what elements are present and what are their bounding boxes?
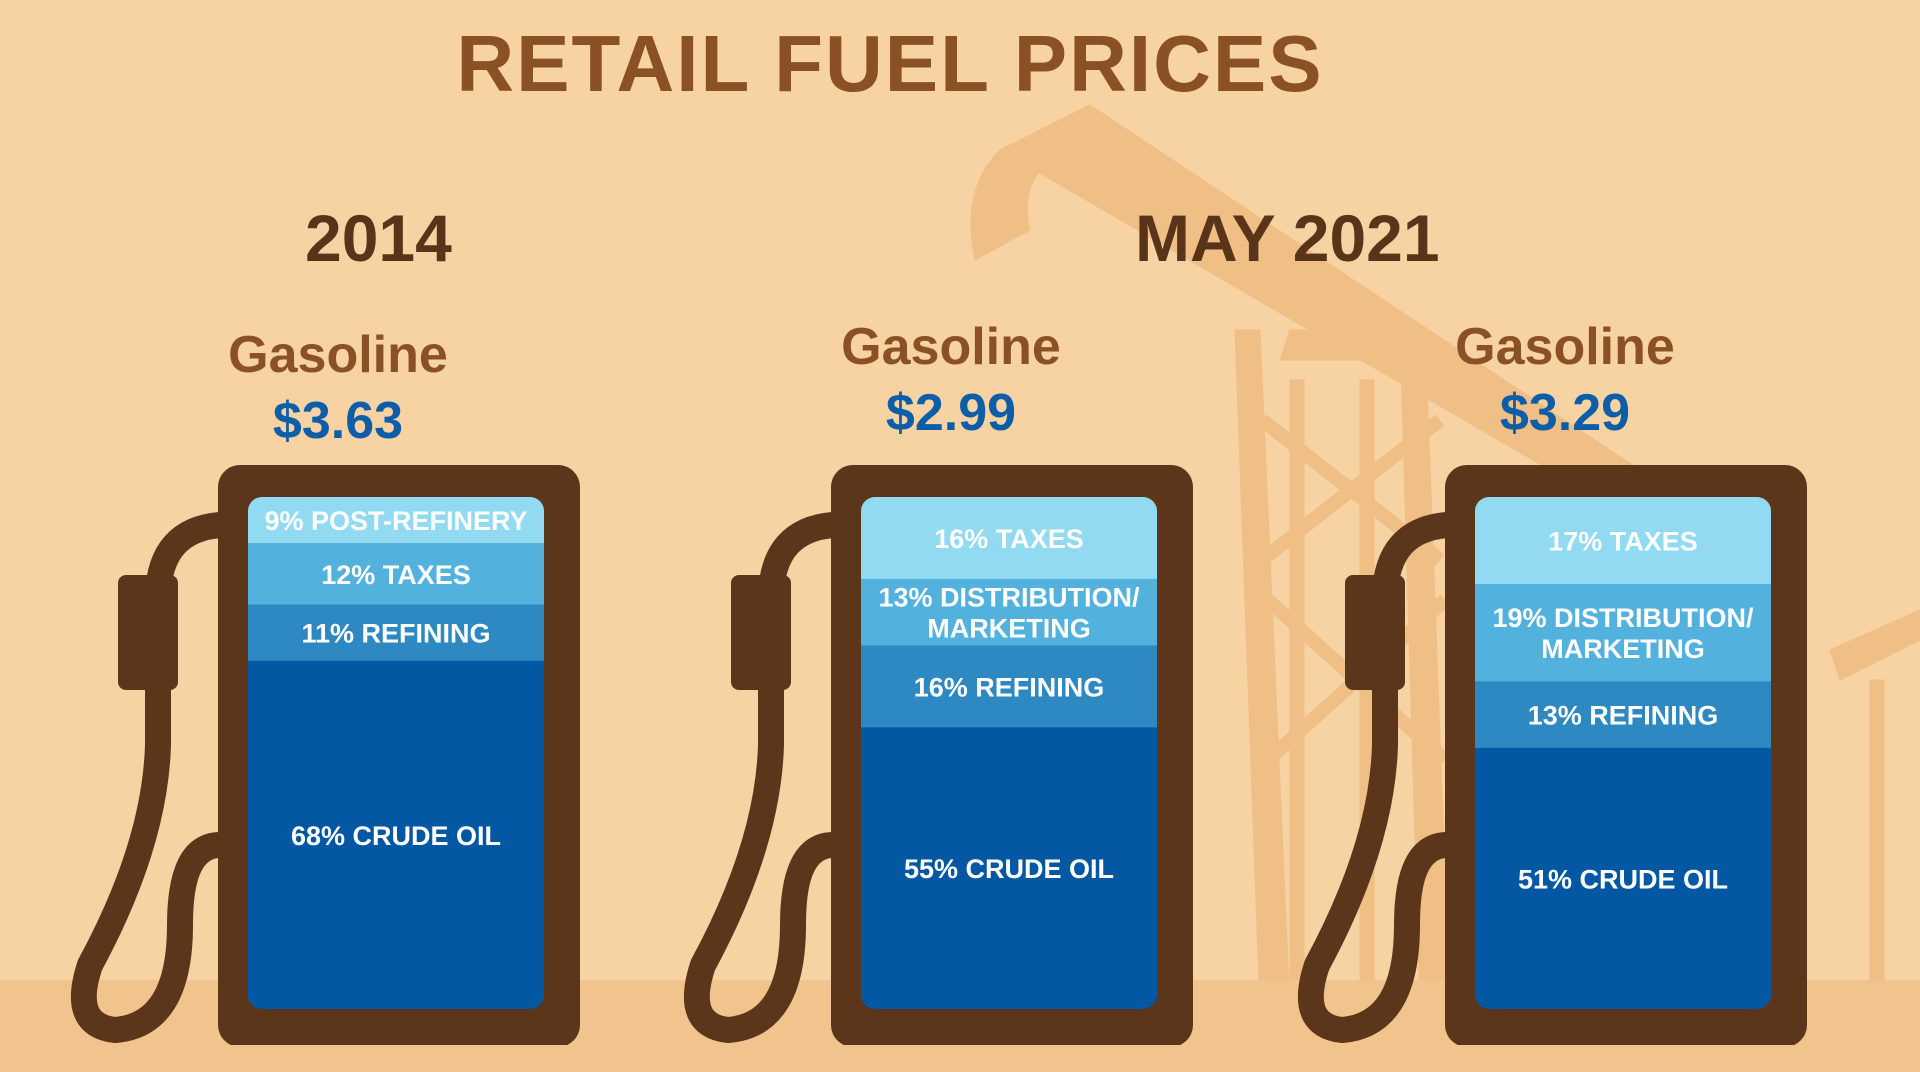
pump-nozzle	[118, 575, 178, 690]
segment-label: 13% REFINING	[1528, 701, 1719, 731]
period-label-2014: 2014	[305, 200, 452, 276]
fuel-pump-chart-1: 9% POST-REFINERY 12% TAXES 11% REFINING 68%…	[30, 325, 590, 1045]
fuel-pump-chart-2: 16% TAXES 13% DISTRIBUTION/MARKETING 16% R…	[643, 325, 1203, 1045]
segment-label: 17% TAXES	[1548, 527, 1698, 557]
fuel-type-label: Gasoline	[158, 325, 518, 385]
segment-label: 51% CRUDE OIL	[1518, 864, 1728, 894]
segment-label: 55% CRUDE OIL	[904, 854, 1114, 884]
segment-label: 16% TAXES	[934, 524, 1084, 554]
price-label: $3.63	[158, 391, 518, 451]
pump-nozzle	[731, 575, 791, 690]
segment-label: 12% TAXES	[321, 560, 471, 590]
fuel-pump-chart-3: 17% TAXES 19% DISTRIBUTION/MARKETING 13% R…	[1257, 325, 1817, 1045]
fuel-type-label: Gasoline	[771, 317, 1131, 377]
page-title: RETAIL FUEL PRICES	[0, 18, 1780, 110]
fuel-type-label: Gasoline	[1385, 317, 1745, 377]
price-label: $2.99	[771, 383, 1131, 443]
segment-label: 9% POST-REFINERY	[264, 506, 527, 536]
segment-label: 11% REFINING	[301, 619, 490, 649]
price-label: $3.29	[1385, 383, 1745, 443]
segment-label: 16% REFINING	[914, 672, 1105, 702]
segment-label: 68% CRUDE OIL	[291, 821, 501, 851]
pump-nozzle	[1345, 575, 1405, 690]
period-label-may-2021: MAY 2021	[1135, 200, 1440, 276]
